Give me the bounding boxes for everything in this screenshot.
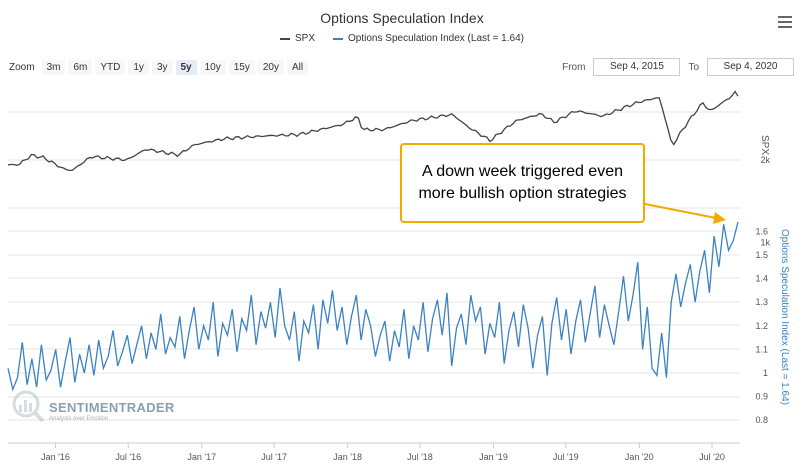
legend-label-osi: Options Speculation Index (Last = 1.64) [348, 33, 524, 44]
x-tick-label: Jan '19 [479, 452, 508, 462]
to-label: To [688, 61, 699, 73]
osi-tick-label: 1.1 [755, 344, 768, 354]
legend-swatch-osi [333, 37, 344, 40]
zoom-button-all[interactable]: All [287, 60, 309, 75]
hamburger-menu-icon[interactable] [778, 16, 792, 31]
x-tick-label: Jan '16 [41, 452, 70, 462]
chart-title: Options Speculation Index [320, 10, 484, 26]
legend-item-spx[interactable]: SPX [280, 33, 315, 44]
legend-swatch-spx [280, 37, 291, 40]
to-date-input[interactable]: Sep 4, 2020 [707, 58, 794, 76]
zoom-bar: Zoom 3m 6m YTD 1y 3y 5y 10y 15y 20y All [9, 60, 309, 75]
osi-tick-label: 0.8 [755, 415, 768, 425]
zoom-button-3y[interactable]: 3y [151, 60, 173, 75]
zoom-button-3m[interactable]: 3m [41, 60, 66, 75]
from-date-input[interactable]: Sep 4, 2015 [593, 58, 681, 76]
annotation-arrowhead [713, 212, 726, 224]
osi-tick-label: 1.3 [755, 297, 768, 307]
spx-tick-label: 1k [760, 238, 770, 248]
x-tick-label: Jul '18 [407, 452, 433, 462]
x-tick-label: Jul '19 [553, 452, 579, 462]
legend-item-osi[interactable]: Options Speculation Index (Last = 1.64) [333, 33, 524, 44]
annotation-arrow [644, 203, 722, 220]
osi-axis-ticks: 1.6 1.5 1.4 1.3 1.2 1.1 1 0.9 0.8 [755, 226, 768, 425]
osi-series-line [7, 221, 739, 392]
zoom-button-ytd[interactable]: YTD [95, 60, 126, 75]
x-axis-ticks: Jan '16 Jul '16 Jan '17 Jul '17 Jan '18 Jul '… [41, 443, 725, 462]
spx-axis-ticks: 2k 1k [760, 155, 770, 248]
spx-tick-label: 2k [760, 155, 770, 165]
x-tick-label: Jul '20 [699, 452, 725, 462]
osi-tick-label: 1.5 [755, 250, 768, 260]
x-tick-label: Jan '17 [187, 452, 216, 462]
zoom-button-20y[interactable]: 20y [257, 60, 284, 75]
zoom-button-5y[interactable]: 5y [175, 60, 197, 75]
watermark-tagline: Analysis over Emotion [49, 416, 109, 422]
spx-axis-title: SPX [759, 135, 770, 155]
x-tick-label: Jan '18 [333, 452, 362, 462]
x-tick-label: Jul '16 [115, 452, 141, 462]
zoom-button-15y[interactable]: 15y [228, 60, 255, 75]
chart-legend: SPX Options Speculation Index (Last = 1.… [0, 33, 804, 44]
zoom-button-6m[interactable]: 6m [68, 60, 93, 75]
x-tick-label: Jul '17 [261, 452, 287, 462]
legend-label-spx: SPX [295, 33, 316, 44]
zoom-label: Zoom [9, 62, 35, 73]
watermark-brand: SENTIMENTRADER [49, 400, 175, 415]
x-tick-label: Jan '20 [625, 452, 654, 462]
osi-axis-title: Options Speculation Index (Last = 1.64) [779, 229, 790, 405]
annotation-callout: A down week triggered even more bullish … [400, 143, 645, 223]
date-range: From Sep 4, 2015 To Sep 4, 2020 [562, 58, 794, 76]
from-label: From [562, 61, 586, 73]
osi-tick-label: 1.6 [755, 226, 768, 236]
zoom-button-1y[interactable]: 1y [128, 60, 149, 75]
osi-tick-label: 0.9 [755, 392, 768, 402]
sentimentrader-logo-icon [12, 390, 45, 423]
osi-tick-label: 1.2 [755, 321, 768, 331]
osi-tick-label: 1 [763, 368, 768, 378]
osi-tick-label: 1.4 [755, 274, 768, 284]
zoom-button-10y[interactable]: 10y [199, 60, 226, 75]
